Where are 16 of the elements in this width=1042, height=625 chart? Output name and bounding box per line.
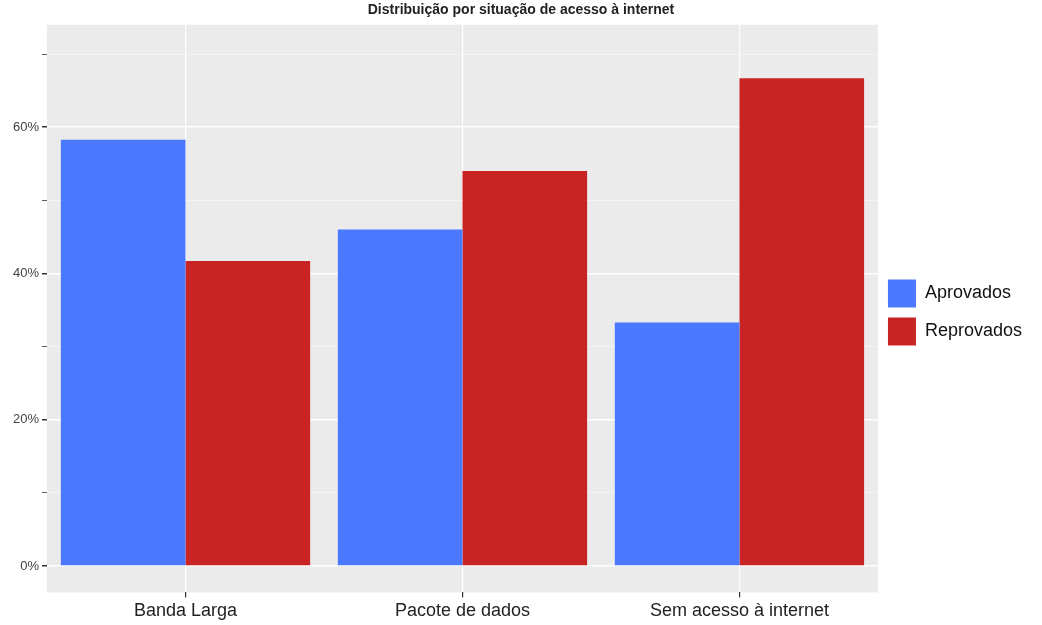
y-tick-label: 20%: [12, 411, 40, 427]
x-tick-label: Pacote de dados: [394, 600, 531, 621]
x-tick-label: Sem acesso à internet: [649, 600, 830, 621]
chart-title: Distribuição por situação de acesso à internet: [367, 1, 675, 18]
bar: [462, 171, 588, 566]
bar: [185, 261, 311, 566]
bar: [739, 78, 865, 566]
bar: [614, 322, 740, 566]
y-tick-label: 60%: [12, 118, 40, 134]
legend-label: Reprovados: [924, 320, 1022, 341]
y-tick-label: 0%: [20, 557, 40, 573]
bar: [60, 139, 186, 566]
bar: [337, 229, 463, 566]
x-tick-label: Banda Larga: [133, 600, 239, 621]
legend-label: Aprovados: [924, 282, 1011, 303]
y-tick-label: 40%: [12, 265, 40, 281]
